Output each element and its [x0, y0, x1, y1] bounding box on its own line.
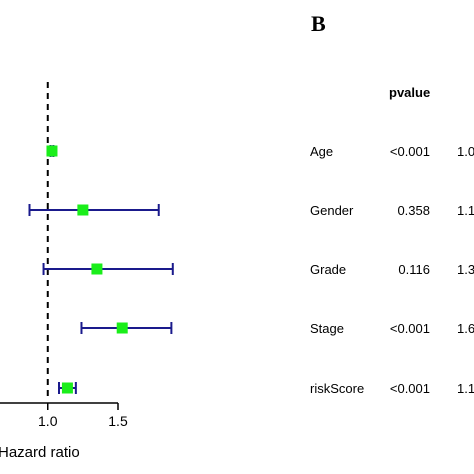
hr-point-stage: [116, 322, 128, 334]
hr-point-grade: [91, 263, 103, 275]
pvalue-column-header: pvalue: [389, 85, 430, 100]
table-rows: Age <0.001 1.0 Gender 0.358 1.1 Grade 0.116 1.3 S…: [310, 144, 474, 396]
hr-point-riskscore: [61, 382, 73, 394]
variable-label: Grade: [310, 262, 346, 277]
variable-label: Gender: [310, 203, 354, 218]
pvalue-cell: 0.358: [397, 203, 430, 218]
pvalue-cell: 0.116: [398, 262, 430, 277]
x-tick-label: 1.5: [108, 413, 128, 429]
variable-label: Age: [310, 144, 333, 159]
variable-label: Stage: [310, 321, 344, 336]
pvalue-cell: <0.001: [390, 321, 430, 336]
x-axis-title: Hazard ratio: [0, 444, 80, 461]
x-axis: 1.0 1.5: [0, 402, 128, 429]
hr-cell: 1.1: [457, 381, 474, 396]
hr-cell: 1.3: [457, 262, 474, 277]
pvalue-cell: <0.001: [390, 144, 430, 159]
x-tick-label: 1.0: [38, 413, 58, 429]
panel-letter: B: [311, 11, 326, 36]
hr-point-gender: [77, 204, 89, 216]
pvalue-cell: <0.001: [390, 381, 430, 396]
hr-cell: 1.0: [457, 144, 474, 159]
plot-area: [28, 82, 174, 400]
hr-cell: 1.6: [457, 321, 474, 336]
hr-point-age: [46, 145, 58, 157]
variable-label: riskScore: [310, 381, 364, 396]
hr-cell: 1.1: [457, 203, 474, 218]
